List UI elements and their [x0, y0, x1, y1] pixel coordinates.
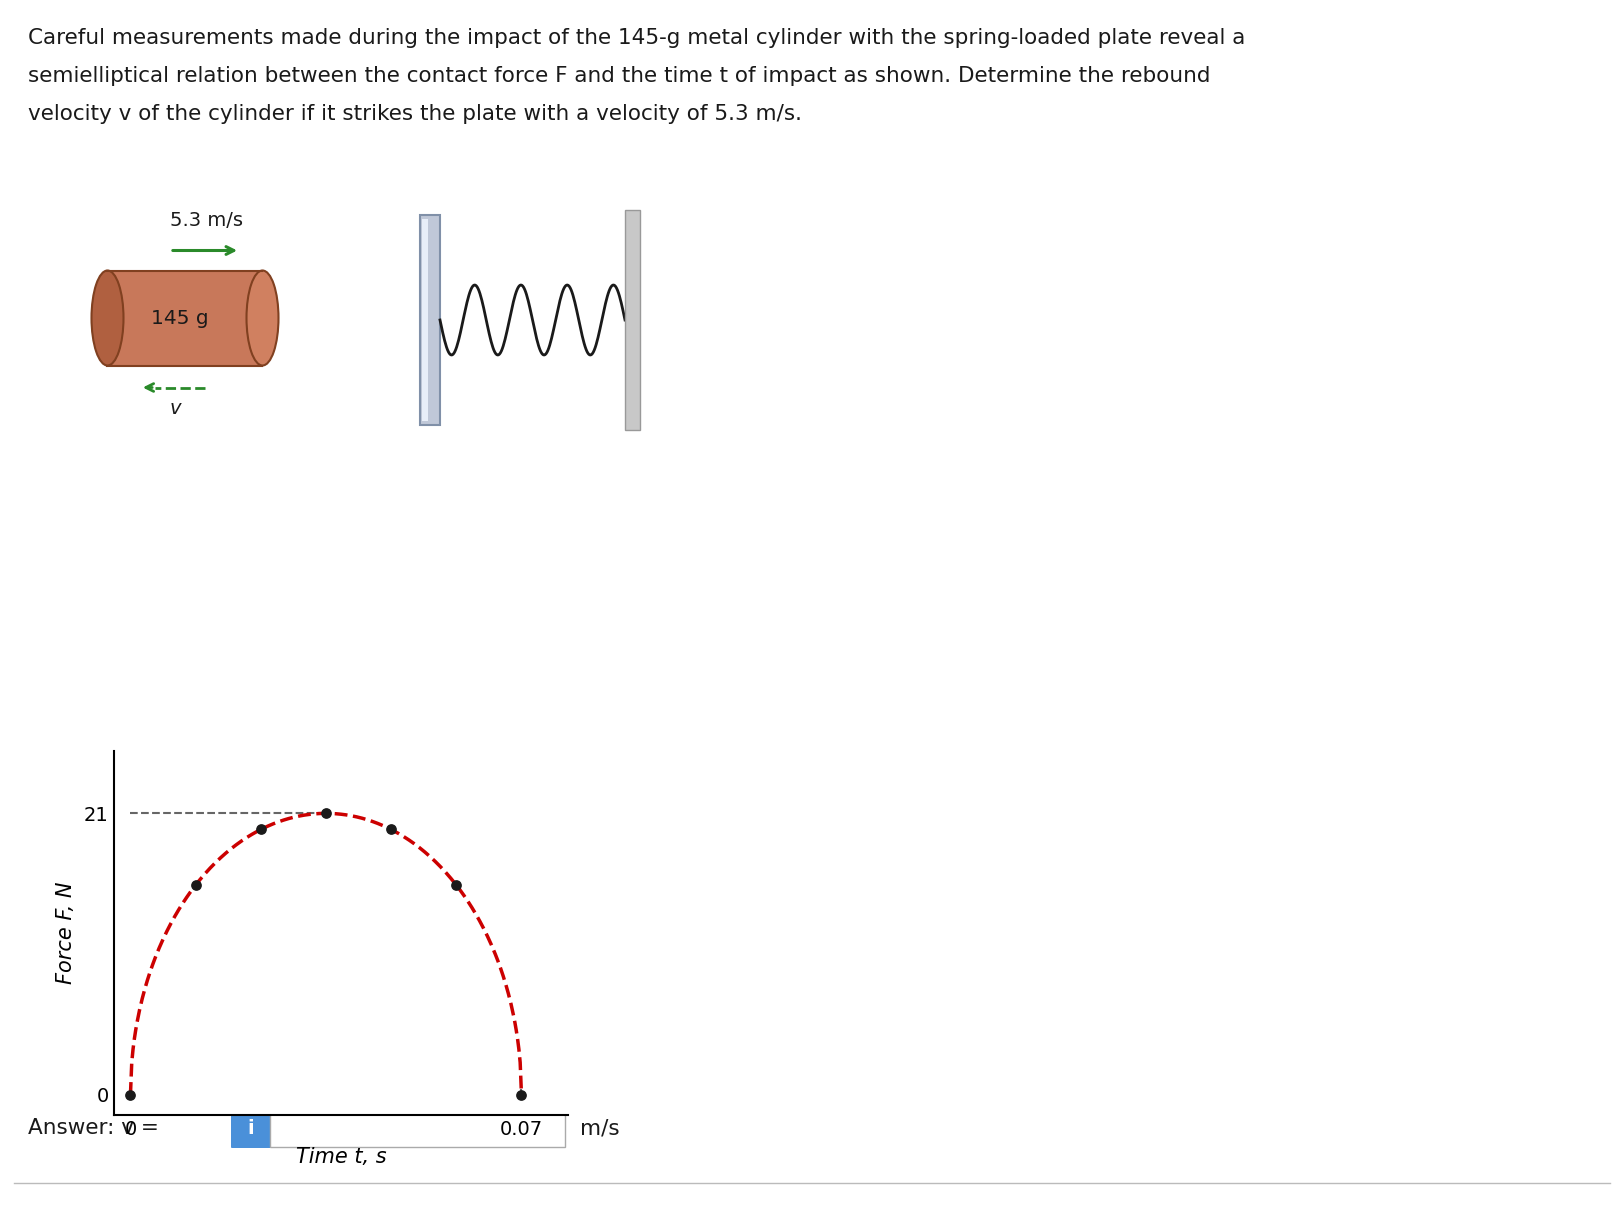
Point	[313, 804, 339, 823]
Point	[378, 819, 404, 839]
Point	[248, 819, 274, 839]
Bar	[420, 215, 440, 425]
Text: 5.3 m/s: 5.3 m/s	[170, 212, 243, 230]
Text: i: i	[248, 1119, 255, 1138]
Text: m/s: m/s	[579, 1117, 620, 1138]
Point	[182, 875, 208, 894]
Point	[508, 1085, 534, 1104]
Text: v: v	[169, 400, 180, 418]
Text: Answer: v =: Answer: v =	[28, 1117, 159, 1138]
Y-axis label: Force F, N: Force F, N	[55, 882, 76, 984]
Text: velocity v of the cylinder if it strikes the plate with a velocity of 5.3 m/s.: velocity v of the cylinder if it strikes…	[28, 104, 802, 124]
Ellipse shape	[91, 270, 123, 366]
Text: Careful measurements made during the impact of the 145-g metal cylinder with the: Careful measurements made during the imp…	[28, 28, 1245, 48]
Bar	[625, 210, 639, 430]
Point	[443, 875, 469, 894]
FancyBboxPatch shape	[269, 1109, 565, 1147]
Text: semielliptical relation between the contact force F and the time t of impact as : semielliptical relation between the cont…	[28, 65, 1209, 86]
Point	[117, 1085, 143, 1104]
Bar	[107, 270, 263, 366]
Bar	[422, 219, 428, 421]
X-axis label: Time t, s: Time t, s	[295, 1148, 386, 1167]
FancyBboxPatch shape	[230, 1108, 271, 1148]
Ellipse shape	[247, 270, 278, 366]
Text: 145 g: 145 g	[151, 309, 209, 327]
